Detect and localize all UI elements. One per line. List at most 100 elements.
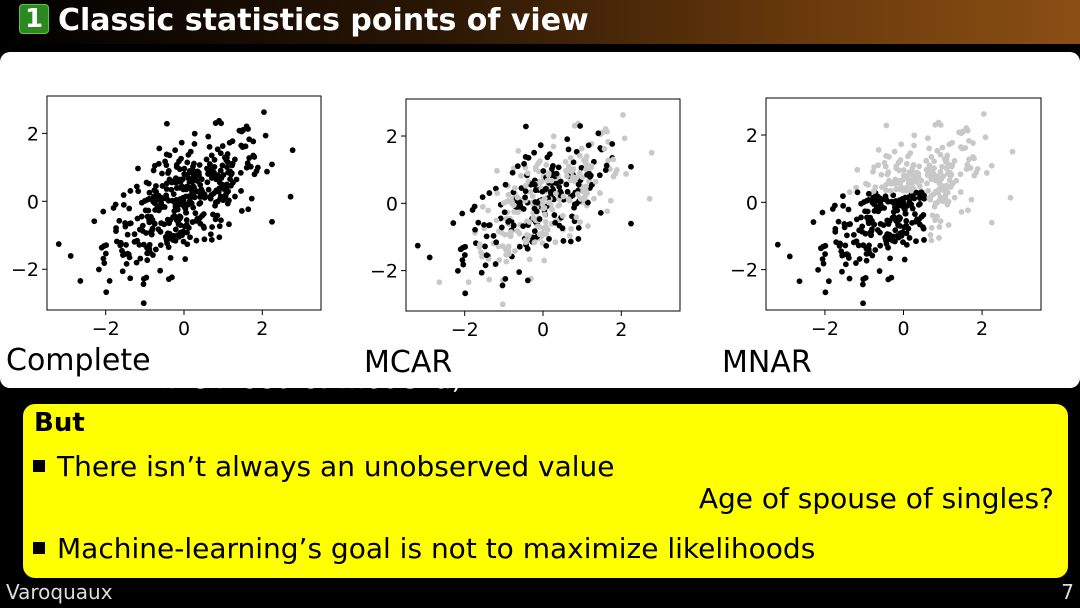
scatter-point xyxy=(493,239,500,246)
scatter-point xyxy=(555,164,562,171)
scatter-point xyxy=(579,174,586,181)
scatter-point xyxy=(535,160,541,167)
scatter-point xyxy=(884,231,891,237)
scatter-point xyxy=(206,194,213,200)
scatter-point xyxy=(869,199,876,206)
scatter-point xyxy=(901,256,908,263)
scatter-point xyxy=(502,181,509,188)
scatter-point xyxy=(820,260,827,267)
scatter-point xyxy=(934,213,940,220)
scatter-point xyxy=(162,158,168,165)
scatter-point xyxy=(906,169,913,176)
scatter-point xyxy=(229,160,236,167)
scatter-point xyxy=(189,175,196,182)
but-block-title: But xyxy=(34,408,85,438)
scatter-point xyxy=(244,160,251,167)
scatter-point xyxy=(170,191,177,198)
scatter-point xyxy=(585,223,591,229)
scatter-point xyxy=(478,269,485,276)
scatter-point xyxy=(863,257,870,264)
scatter-point xyxy=(609,141,616,147)
scatter-point xyxy=(595,130,602,137)
scatter-point xyxy=(573,148,580,155)
scatter-point xyxy=(940,173,947,180)
scatter-point xyxy=(545,170,552,177)
scatter-point xyxy=(505,219,512,225)
scatter-point xyxy=(124,250,131,257)
scatter-point xyxy=(536,216,543,222)
scatter-point xyxy=(151,220,158,227)
scatter-point xyxy=(854,189,861,196)
scatter-point xyxy=(201,236,208,243)
scatter-point xyxy=(897,223,903,229)
scatter-point xyxy=(106,277,113,284)
scatter-point xyxy=(897,230,904,237)
scatter-point xyxy=(560,193,567,200)
scatter-point xyxy=(878,184,885,191)
scatter-point xyxy=(135,188,142,195)
scatter-point xyxy=(909,164,916,171)
scatter-point xyxy=(159,183,166,189)
scatter-point xyxy=(859,223,866,230)
scatter-point xyxy=(137,255,144,262)
scatter-point xyxy=(585,142,592,149)
scatter-point xyxy=(203,156,210,163)
scatter-point xyxy=(140,281,147,288)
scatter-point xyxy=(243,123,250,130)
scatter-point xyxy=(521,160,527,167)
scatter-point xyxy=(124,231,131,238)
scatter-point xyxy=(186,168,193,174)
scatter-point xyxy=(911,132,918,139)
scatter-point xyxy=(899,187,906,194)
scatter-point xyxy=(577,123,584,129)
scatter-point xyxy=(774,241,781,248)
scatter-point xyxy=(226,197,232,204)
scatter-point xyxy=(522,154,529,160)
scatter-point xyxy=(218,120,225,127)
scatter-point xyxy=(216,223,223,230)
scatter-point xyxy=(953,177,960,184)
scatter-point xyxy=(152,207,159,213)
scatter-point xyxy=(549,206,556,213)
scatter-point xyxy=(112,201,119,208)
scatter-point xyxy=(146,217,153,223)
scatter-point xyxy=(233,176,240,183)
scatter-point xyxy=(232,193,238,200)
scatter-point xyxy=(847,221,854,227)
scatter-point xyxy=(920,212,927,218)
scatter-point xyxy=(478,249,484,256)
scatter-point xyxy=(492,261,499,267)
scatter-point xyxy=(943,165,950,172)
scatter-point xyxy=(532,166,539,173)
scatter-point xyxy=(565,163,572,170)
scatter-point xyxy=(988,219,995,226)
scatter-point xyxy=(957,189,964,195)
scatter-point xyxy=(563,181,570,188)
scatter-point xyxy=(479,203,486,210)
scatter-point xyxy=(165,168,172,174)
scatter-point xyxy=(414,242,421,249)
scatter-point xyxy=(911,142,917,149)
scatter-point xyxy=(842,261,849,268)
scatter-point xyxy=(168,186,175,193)
scatter-point xyxy=(184,241,191,248)
scatter-point xyxy=(460,261,467,268)
scatter-point xyxy=(562,158,569,165)
scatter-point xyxy=(564,188,571,195)
scatter-point xyxy=(502,275,509,282)
scatter-point xyxy=(536,231,543,238)
scatter-point xyxy=(514,194,521,201)
scatter-point xyxy=(436,279,443,286)
scatter-point xyxy=(116,217,123,224)
scatter-point xyxy=(880,222,887,229)
scatter-point xyxy=(926,162,933,169)
scatter-point xyxy=(516,243,523,250)
y-tick-label: 0 xyxy=(386,193,398,215)
scatter-point xyxy=(527,188,534,195)
scatter-point xyxy=(900,167,907,173)
scatter-point xyxy=(475,219,482,226)
scatter-point xyxy=(183,217,190,223)
bullet-ml-goal: Machine-learning’s goal is not to maximi… xyxy=(33,532,815,566)
scatter-point xyxy=(621,135,628,142)
scatter-point xyxy=(155,192,162,199)
